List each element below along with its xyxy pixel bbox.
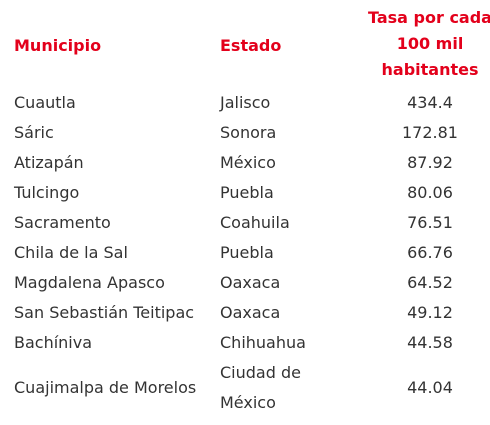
cell-municipio: Bachíniva	[14, 333, 93, 352]
cell-estado: Coahuila	[220, 213, 290, 232]
cell-tasa: 172.81	[402, 123, 458, 142]
cell-tasa: 44.04	[407, 378, 453, 397]
table-row: Bachíniva Chihuahua 44.58	[0, 328, 490, 358]
table-row: Sáric Sonora 172.81	[0, 118, 490, 148]
cell-estado: Chihuahua	[220, 333, 306, 352]
cell-tasa: 64.52	[407, 273, 453, 292]
cell-municipio: Chila de la Sal	[14, 243, 128, 262]
cell-estado: Oaxaca	[220, 273, 281, 292]
header-tasa: Tasa por cada 100 mil habitantes	[368, 8, 490, 79]
table-row: Cuajimalpa de Morelos Ciudad de México 4…	[0, 358, 490, 418]
cell-municipio: Sacramento	[14, 213, 111, 232]
table-row: San Sebastián Teitipac Oaxaca 49.12	[0, 298, 490, 328]
cell-estado: Puebla	[220, 183, 274, 202]
cell-municipio: Cuajimalpa de Morelos	[14, 378, 197, 397]
cell-tasa: 87.92	[407, 153, 453, 172]
cell-municipio: Sáric	[14, 123, 54, 142]
cell-tasa: 44.58	[407, 333, 453, 352]
header-municipio: Municipio	[14, 36, 102, 55]
cell-estado: Sonora	[220, 123, 277, 142]
cell-tasa: 66.76	[407, 243, 453, 262]
cell-tasa: 434.4	[407, 93, 453, 112]
table-row: Chila de la Sal Puebla 66.76	[0, 238, 490, 268]
cell-municipio: San Sebastián Teitipac	[14, 303, 195, 322]
table-row: Cuautla Jalisco 434.4	[0, 88, 490, 118]
cell-municipio: Atizapán	[14, 153, 84, 172]
cell-municipio: Magdalena Apasco	[14, 273, 165, 292]
table-row: Tulcingo Puebla 80.06	[0, 178, 490, 208]
cell-estado: Oaxaca	[220, 303, 281, 322]
cell-tasa: 80.06	[407, 183, 453, 202]
cell-tasa: 49.12	[407, 303, 453, 322]
cell-tasa: 76.51	[407, 213, 453, 232]
table-row: Sacramento Coahuila 76.51	[0, 208, 490, 238]
table-row: Magdalena Apasco Oaxaca 64.52	[0, 268, 490, 298]
cell-estado: Jalisco	[220, 93, 271, 112]
table-header: Municipio Estado Tasa por cada 100 mil h…	[0, 0, 490, 88]
cell-municipio: Cuautla	[14, 93, 76, 112]
cell-estado: Puebla	[220, 243, 274, 262]
cell-estado: Ciudad de México	[220, 363, 301, 412]
header-estado: Estado	[220, 36, 282, 55]
table-row: Atizapán México 87.92	[0, 148, 490, 178]
cell-municipio: Tulcingo	[14, 183, 80, 202]
cell-estado: México	[220, 153, 276, 172]
